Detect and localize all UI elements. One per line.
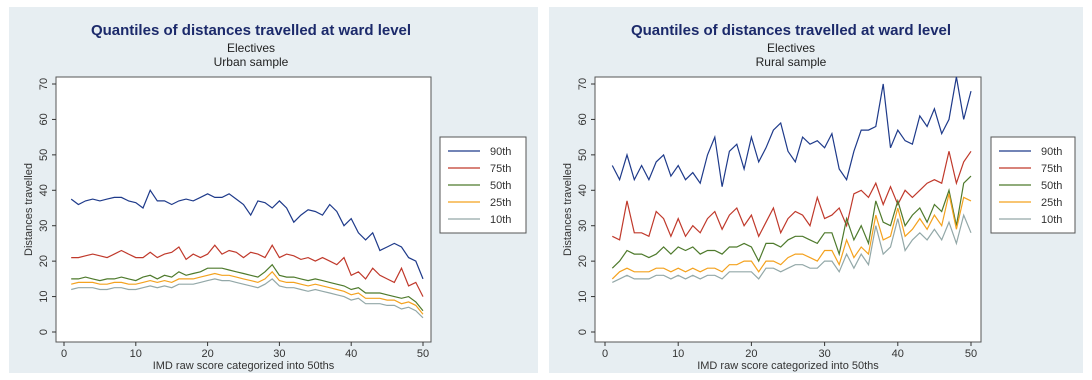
chart-subtitle: Electives xyxy=(227,41,275,55)
y-tick-label: 60 xyxy=(38,113,50,125)
legend-label: 10th xyxy=(1041,214,1062,226)
y-axis-label: Distances travelled xyxy=(562,163,574,256)
y-tick-label: 20 xyxy=(38,255,50,267)
legend-label: 50th xyxy=(1041,180,1062,192)
plot-area xyxy=(55,76,432,343)
urban-chart: Quantiles of distances travelled at ward… xyxy=(9,7,538,373)
x-tick-label: 20 xyxy=(201,348,213,360)
x-axis-label: IMD raw score categorized into 50ths xyxy=(697,360,879,372)
legend-label: 25th xyxy=(490,197,511,209)
y-tick-label: 0 xyxy=(38,329,50,335)
legend-label: 75th xyxy=(1041,163,1062,175)
legend-label: 90th xyxy=(490,146,511,158)
x-tick-label: 30 xyxy=(273,348,285,360)
series-line-25th xyxy=(611,193,972,280)
series-line-75th xyxy=(71,244,424,297)
y-tick-label: 30 xyxy=(38,220,50,232)
x-tick-label: 50 xyxy=(417,348,429,360)
series-line-50th xyxy=(611,175,972,269)
series-line-50th xyxy=(71,263,424,312)
plot-area xyxy=(594,76,982,343)
x-tick-label: 50 xyxy=(965,348,977,360)
y-tick-label: 50 xyxy=(38,149,50,161)
series-line-90th xyxy=(70,189,424,280)
y-tick-label: 70 xyxy=(38,78,50,90)
y-tick-label: 10 xyxy=(577,290,589,302)
x-tick-label: 40 xyxy=(892,348,904,360)
y-tick-label: 30 xyxy=(577,220,589,232)
legend-label: 10th xyxy=(490,214,511,226)
legend-label: 90th xyxy=(1041,146,1062,158)
x-axis-label: IMD raw score categorized into 50ths xyxy=(153,360,335,372)
chart-subtitle: Rural sample xyxy=(756,55,827,69)
y-tick-label: 40 xyxy=(38,184,50,196)
x-tick-label: 10 xyxy=(672,348,684,360)
legend-label: 25th xyxy=(1041,197,1062,209)
series-line-10th xyxy=(612,213,972,283)
x-tick-label: 40 xyxy=(345,348,357,360)
y-tick-label: 60 xyxy=(577,113,589,125)
x-tick-label: 0 xyxy=(61,348,67,360)
chart-subtitle: Electives xyxy=(767,41,815,55)
x-tick-label: 30 xyxy=(818,348,830,360)
rural-chart: Quantiles of distances travelled at ward… xyxy=(549,7,1083,373)
x-tick-label: 20 xyxy=(745,348,757,360)
chart-subtitle: Urban sample xyxy=(214,55,289,69)
y-tick-label: 20 xyxy=(577,255,589,267)
y-tick-label: 70 xyxy=(577,78,589,90)
x-tick-label: 10 xyxy=(130,348,142,360)
series-line-90th xyxy=(611,76,972,187)
series-line-75th xyxy=(612,150,972,241)
y-axis-label: Distances travelled xyxy=(23,163,35,256)
legend-label: 75th xyxy=(490,163,511,175)
chart-title: Quantiles of distances travelled at ward… xyxy=(631,22,951,39)
y-tick-label: 50 xyxy=(577,149,589,161)
y-tick-label: 0 xyxy=(577,329,589,335)
series-line-10th xyxy=(71,278,424,319)
y-tick-label: 40 xyxy=(577,184,589,196)
chart-title: Quantiles of distances travelled at ward… xyxy=(91,22,411,39)
y-tick-label: 10 xyxy=(38,290,50,302)
x-tick-label: 0 xyxy=(602,348,608,360)
legend-label: 50th xyxy=(490,180,511,192)
series-line-25th xyxy=(71,270,424,315)
